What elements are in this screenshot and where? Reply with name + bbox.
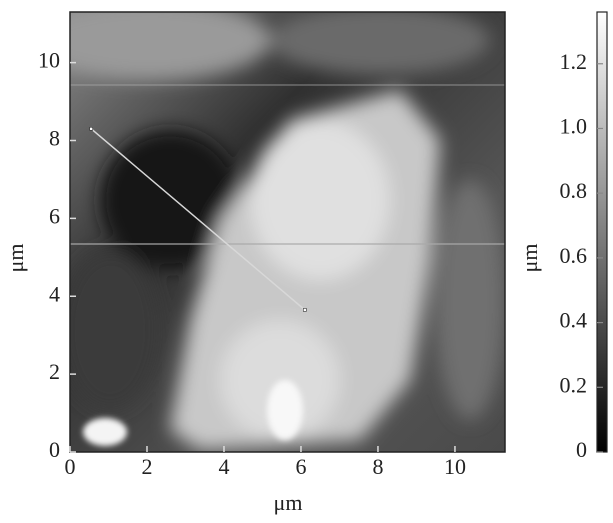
x-tick-label: 8 xyxy=(372,454,383,479)
afm-image xyxy=(70,12,505,452)
x-tick-label: 0 xyxy=(65,454,76,479)
y-tick-label: 2 xyxy=(49,359,60,384)
y-tick-label: 6 xyxy=(49,203,60,228)
colorbar-tick-label: 1.0 xyxy=(560,114,588,139)
x-axis-label: μm xyxy=(274,490,303,515)
x-tick-label: 10 xyxy=(444,454,466,479)
x-tick-label: 4 xyxy=(218,454,229,479)
colorbar-tick-label: 0.2 xyxy=(560,372,588,397)
colorbar-tick-label: 0.6 xyxy=(560,243,588,268)
colorbar-tick-label: 1.2 xyxy=(560,49,588,74)
y-tick-label: 0 xyxy=(49,437,60,462)
y-tick-label: 10 xyxy=(38,48,60,73)
colorbar xyxy=(597,12,607,452)
profile-end xyxy=(89,127,93,131)
x-tick-label: 6 xyxy=(295,454,306,479)
y-axis-label: μm xyxy=(3,244,28,273)
colorbar-tick-label: 0 xyxy=(576,437,587,462)
colorbar-tick-label: 0.8 xyxy=(560,178,588,203)
y-tick-label: 4 xyxy=(49,281,60,306)
plot-frame xyxy=(69,11,506,453)
colorbar-tick-label: 0.4 xyxy=(560,308,588,333)
y-tick-label: 8 xyxy=(49,126,60,151)
profile-line xyxy=(90,128,306,311)
colorbar-label: μm xyxy=(517,244,542,273)
profile-end xyxy=(303,308,307,312)
x-tick-label: 2 xyxy=(141,454,152,479)
